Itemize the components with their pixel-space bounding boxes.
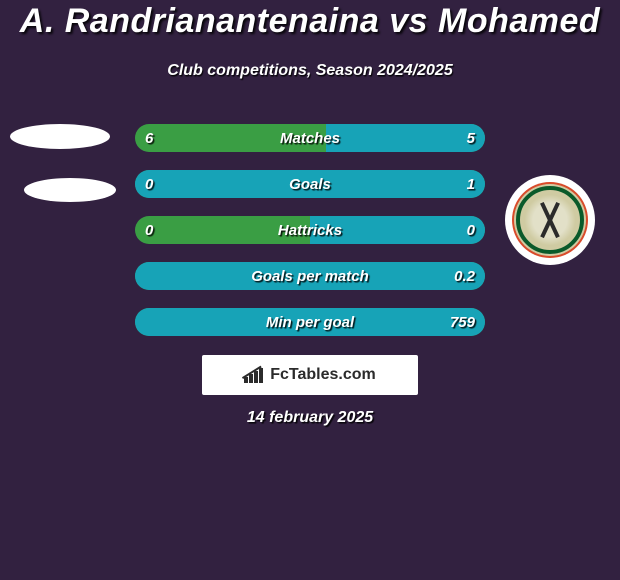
stat-row: 0.2Goals per match (135, 262, 485, 290)
source-logo: FcTables.com (202, 355, 418, 395)
player-a-placeholder-2 (24, 178, 116, 202)
stat-row: 759Min per goal (135, 308, 485, 336)
club-crest-icon (516, 186, 584, 254)
stat-label: Goals per match (135, 262, 485, 290)
comparison-card: A. Randrianantenaina vs Mohamed Club com… (0, 0, 620, 580)
player-b-club-badge (505, 175, 595, 265)
subtitle: Club competitions, Season 2024/2025 (0, 62, 620, 80)
stat-label: Hattricks (135, 216, 485, 244)
stat-row: 65Matches (135, 124, 485, 152)
stat-label: Matches (135, 124, 485, 152)
page-title: A. Randrianantenaina vs Mohamed (0, 2, 620, 41)
stat-row: 01Goals (135, 170, 485, 198)
player-a-placeholder-1 (10, 124, 110, 149)
source-logo-text: FcTables.com (270, 366, 376, 384)
stat-label: Goals (135, 170, 485, 198)
bar-chart-icon (244, 367, 264, 383)
date-label: 14 february 2025 (0, 409, 620, 427)
stat-label: Min per goal (135, 308, 485, 336)
stat-row: 00Hattricks (135, 216, 485, 244)
